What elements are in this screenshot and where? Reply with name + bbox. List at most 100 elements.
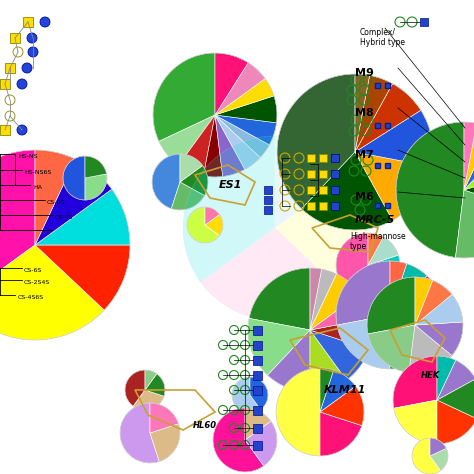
Wedge shape	[310, 269, 337, 330]
Bar	[253, 424, 262, 433]
Wedge shape	[310, 274, 360, 330]
Text: M9: M9	[355, 68, 374, 78]
Text: KLM11: KLM11	[324, 385, 366, 395]
Circle shape	[17, 125, 27, 135]
Wedge shape	[215, 63, 265, 115]
Wedge shape	[171, 182, 205, 210]
Bar	[253, 406, 262, 415]
Bar	[307, 186, 315, 194]
Circle shape	[27, 33, 37, 43]
Wedge shape	[336, 261, 390, 325]
Text: MRC-5: MRC-5	[355, 215, 395, 225]
Text: HEK: HEK	[420, 371, 439, 380]
Bar	[385, 163, 391, 167]
Bar	[319, 170, 327, 178]
Wedge shape	[145, 370, 157, 390]
Wedge shape	[355, 75, 392, 152]
Wedge shape	[464, 140, 474, 190]
Text: M7: M7	[355, 150, 374, 160]
Wedge shape	[464, 169, 474, 211]
Text: CS-6S: CS-6S	[24, 268, 42, 273]
Wedge shape	[320, 386, 364, 426]
Bar	[23, 17, 33, 27]
Bar	[375, 202, 381, 208]
Wedge shape	[320, 370, 356, 412]
Wedge shape	[35, 189, 130, 245]
Circle shape	[17, 79, 27, 89]
Wedge shape	[355, 74, 370, 152]
Wedge shape	[336, 233, 368, 291]
Wedge shape	[390, 264, 427, 315]
Wedge shape	[133, 390, 164, 410]
Wedge shape	[215, 79, 274, 115]
Wedge shape	[368, 325, 415, 373]
Bar	[319, 186, 327, 194]
Wedge shape	[378, 302, 392, 321]
Wedge shape	[245, 408, 271, 440]
Wedge shape	[63, 156, 85, 200]
Wedge shape	[187, 207, 219, 243]
Wedge shape	[215, 115, 269, 157]
Wedge shape	[203, 115, 223, 177]
Text: CS-0S: CS-0S	[47, 200, 65, 205]
Wedge shape	[232, 377, 261, 413]
Wedge shape	[250, 377, 268, 410]
Wedge shape	[415, 280, 452, 325]
Wedge shape	[310, 330, 346, 392]
Wedge shape	[464, 123, 474, 190]
Wedge shape	[415, 277, 433, 325]
Bar	[0, 125, 10, 135]
Wedge shape	[0, 150, 35, 301]
Wedge shape	[456, 190, 474, 258]
Wedge shape	[396, 122, 464, 257]
Wedge shape	[145, 374, 165, 396]
Text: HS-NS6S: HS-NS6S	[24, 170, 51, 175]
Circle shape	[22, 63, 32, 73]
Wedge shape	[464, 128, 474, 190]
Bar	[319, 154, 327, 162]
Wedge shape	[409, 325, 452, 373]
Wedge shape	[215, 115, 276, 145]
Bar	[385, 202, 391, 208]
Wedge shape	[35, 150, 75, 245]
Wedge shape	[393, 356, 437, 408]
Wedge shape	[390, 315, 436, 369]
Wedge shape	[310, 330, 369, 380]
Wedge shape	[275, 174, 367, 291]
Text: High-mannose
type: High-mannose type	[350, 232, 406, 251]
Bar	[253, 341, 262, 350]
Bar	[253, 371, 262, 380]
Text: CS-4S: CS-4S	[55, 215, 73, 220]
Wedge shape	[183, 136, 275, 282]
Wedge shape	[205, 214, 223, 236]
Wedge shape	[394, 400, 437, 444]
Wedge shape	[153, 53, 215, 141]
Text: ES1: ES1	[219, 180, 242, 190]
Wedge shape	[120, 403, 159, 463]
Wedge shape	[201, 228, 342, 320]
Wedge shape	[368, 237, 399, 265]
Wedge shape	[368, 233, 383, 265]
Wedge shape	[437, 400, 474, 444]
Wedge shape	[301, 152, 392, 230]
Wedge shape	[367, 277, 415, 334]
Text: HL60: HL60	[193, 420, 217, 429]
Wedge shape	[320, 368, 334, 412]
Bar	[319, 202, 327, 210]
Bar	[331, 154, 339, 162]
Wedge shape	[355, 152, 432, 220]
Wedge shape	[415, 322, 463, 356]
Bar	[253, 326, 262, 335]
Bar	[375, 82, 381, 88]
Wedge shape	[310, 319, 372, 349]
Wedge shape	[310, 268, 322, 330]
Wedge shape	[310, 293, 371, 330]
Wedge shape	[337, 315, 390, 369]
Bar	[5, 63, 15, 73]
Bar	[307, 154, 315, 162]
Wedge shape	[35, 245, 130, 310]
Wedge shape	[415, 294, 463, 325]
Wedge shape	[180, 165, 208, 195]
Wedge shape	[378, 296, 389, 310]
Wedge shape	[215, 96, 277, 123]
